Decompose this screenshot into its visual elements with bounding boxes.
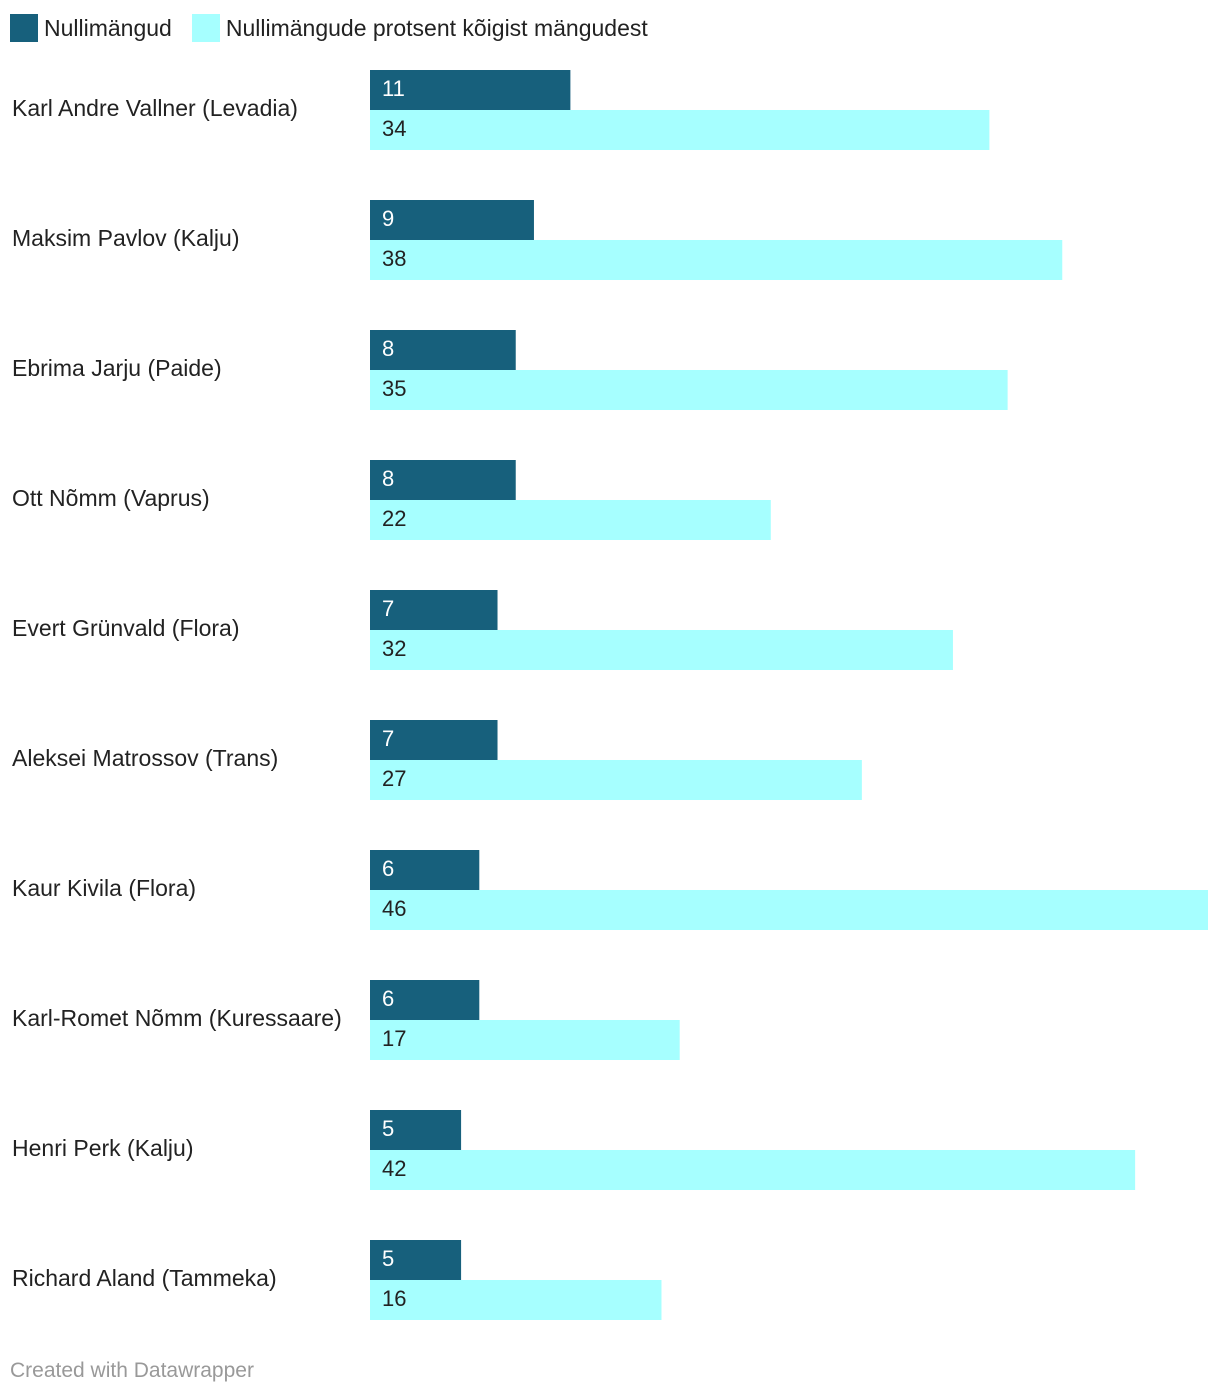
data-label-shutout-percent: 22 xyxy=(382,506,406,531)
bar-shutouts xyxy=(370,1110,462,1150)
bar-shutouts xyxy=(370,590,498,630)
bar-shutouts xyxy=(370,70,571,110)
bar-shutouts xyxy=(370,980,480,1020)
bar-shutout-percent xyxy=(370,1020,680,1060)
bar-shutout-percent xyxy=(370,760,862,800)
legend-swatch-shutout-percent xyxy=(191,14,220,42)
category-label: Kaur Kivila (Flora) xyxy=(12,875,196,901)
data-label-shutout-percent: 17 xyxy=(382,1026,406,1051)
data-label-shutout-percent: 42 xyxy=(382,1156,406,1181)
data-label-shutouts: 8 xyxy=(382,466,394,491)
category-label: Aleksei Matrossov (Trans) xyxy=(12,745,278,771)
bar-shutout-percent xyxy=(370,1150,1136,1190)
data-label-shutouts: 5 xyxy=(382,1116,394,1141)
category-label: Richard Aland (Tammeka) xyxy=(12,1265,277,1291)
data-label-shutouts: 9 xyxy=(382,206,394,231)
bar-group-karl-andre-vallner-levadia: Karl Andre Vallner (Levadia) 11 34 xyxy=(12,70,990,150)
bar-group-kaur-kivila-flora: Kaur Kivila (Flora) 6 46 xyxy=(12,850,1208,930)
data-label-shutouts: 8 xyxy=(382,336,394,361)
footer-credit: Created with Datawrapper xyxy=(10,1359,254,1382)
data-label-shutouts: 11 xyxy=(382,76,405,101)
bar-group-maksim-pavlov-kalju: Maksim Pavlov (Kalju) 9 38 xyxy=(12,200,1063,280)
legend-label-shutouts: Nullimängud xyxy=(44,15,172,41)
data-label-shutout-percent: 35 xyxy=(382,376,406,401)
data-label-shutout-percent: 38 xyxy=(382,246,406,271)
bar-shutout-percent xyxy=(370,1280,662,1320)
data-label-shutouts: 7 xyxy=(382,596,394,621)
legend-label-shutout-percent: Nullimängude protsent kõigist mängudest xyxy=(225,15,648,41)
bar-shutouts xyxy=(370,720,498,760)
bar-shutouts xyxy=(370,850,480,890)
data-label-shutout-percent: 16 xyxy=(382,1286,406,1311)
bar-group-ott-nomm-vaprus: Ott Nõmm (Vaprus) 8 22 xyxy=(12,460,771,540)
category-label: Karl-Romet Nõmm (Kuressaare) xyxy=(12,1005,342,1031)
category-label: Karl Andre Vallner (Levadia) xyxy=(12,95,298,121)
bar-shutouts xyxy=(370,460,516,500)
bar-shutout-percent xyxy=(370,240,1063,280)
category-label: Evert Grünvald (Flora) xyxy=(12,615,240,641)
legend-swatch-shutouts xyxy=(10,14,38,42)
bar-shutout-percent xyxy=(370,370,1008,410)
bar-group-richard-aland-tammeka: Richard Aland (Tammeka) 5 16 xyxy=(12,1240,662,1320)
bar-shutouts xyxy=(370,200,534,240)
category-label: Ebrima Jarju (Paide) xyxy=(12,355,222,381)
data-label-shutout-percent: 34 xyxy=(382,116,406,141)
category-label: Ott Nõmm (Vaprus) xyxy=(12,485,210,511)
legend-item-shutouts: Nullimängud xyxy=(10,14,172,42)
data-label-shutout-percent: 32 xyxy=(382,636,406,661)
data-label-shutouts: 6 xyxy=(382,986,394,1011)
legend: Nullimängud Nullimängude protsent kõigis… xyxy=(10,12,668,44)
bar-shutout-percent xyxy=(370,630,953,670)
bar-shutouts xyxy=(370,1240,462,1280)
bar-group-ebrima-jarju-paide: Ebrima Jarju (Paide) 8 35 xyxy=(12,330,1008,410)
bar-group-evert-grunvald-flora: Evert Grünvald (Flora) 7 32 xyxy=(12,590,953,670)
bar-group-karl-romet-nomm-kuressaare: Karl-Romet Nõmm (Kuressaare) 6 17 xyxy=(12,980,680,1060)
bar-shutout-percent xyxy=(370,500,771,540)
data-label-shutouts: 6 xyxy=(382,856,394,881)
category-label: Henri Perk (Kalju) xyxy=(12,1135,194,1161)
bar-group-henri-perk-kalju: Henri Perk (Kalju) 5 42 xyxy=(12,1110,1136,1190)
bar-shutout-percent xyxy=(370,890,1208,930)
data-label-shutouts: 7 xyxy=(382,726,394,751)
data-label-shutout-percent: 46 xyxy=(382,896,406,921)
data-label-shutouts: 5 xyxy=(382,1246,394,1271)
bar-group-aleksei-matrossov-trans: Aleksei Matrossov (Trans) 7 27 xyxy=(12,720,862,800)
data-label-shutout-percent: 27 xyxy=(382,766,406,791)
category-label: Maksim Pavlov (Kalju) xyxy=(12,225,240,251)
bar-shutouts xyxy=(370,330,516,370)
bar-shutout-percent xyxy=(370,110,990,150)
legend-item-shutout-percent: Nullimängude protsent kõigist mängudest xyxy=(191,14,648,42)
